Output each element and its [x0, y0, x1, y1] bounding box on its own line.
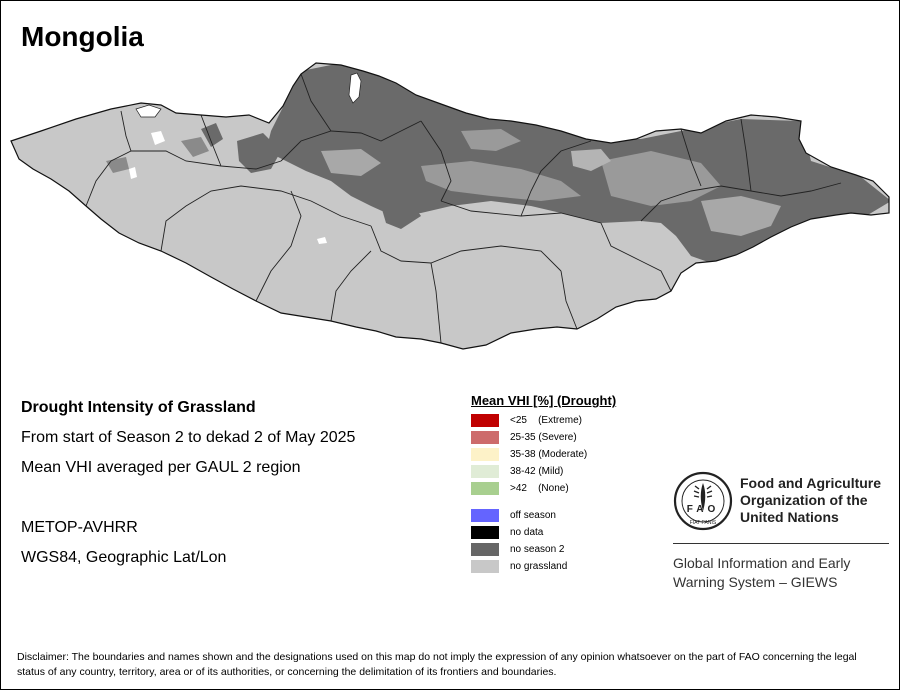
- fao-logo-icon: FAO FIAT PANIS: [673, 471, 733, 531]
- giews-line2: Warning System – GIEWS: [673, 574, 838, 590]
- legend-label: 25-35 (Severe): [510, 431, 577, 443]
- mongolia-map: [10, 62, 890, 350]
- legend-item-mild: 38-42 (Mild): [471, 464, 563, 478]
- admin-boundaries: [85, 73, 842, 344]
- fao-name-line2: Organization of the: [740, 492, 868, 508]
- legend-label: >42 (None): [510, 482, 569, 494]
- legend-swatch: [471, 481, 499, 495]
- legend-label: 38-42 (Mild): [510, 465, 564, 477]
- legend-swatch: [471, 559, 499, 573]
- legend: Mean VHI [%] (Drought) <25 (Extreme) 25-…: [471, 393, 671, 583]
- legend-swatch: [471, 464, 499, 478]
- giews-line1: Global Information and Early: [673, 555, 851, 571]
- map-method: Mean VHI averaged per GAUL 2 region: [21, 459, 301, 476]
- giews-name: Global Information and Early Warning Sys…: [673, 554, 893, 592]
- fao-name-line3: United Nations: [740, 509, 839, 525]
- legend-label: 35-38 (Moderate): [510, 448, 588, 460]
- legend-label: <25 (Extreme): [510, 414, 582, 426]
- legend-item-extreme: <25 (Extreme): [471, 413, 582, 427]
- no-season-2-areas: [106, 63, 889, 263]
- legend-label: no data: [510, 526, 544, 538]
- no-data-spots: [129, 72, 362, 244]
- legend-label: no grassland: [510, 560, 568, 572]
- country-title: Mongolia: [21, 21, 144, 52]
- legend-swatch: [471, 525, 499, 539]
- legend-item-no-data: no data: [471, 525, 543, 539]
- map-title: Drought Intensity of Grassland: [21, 399, 256, 416]
- legend-swatch: [471, 508, 499, 522]
- fao-logo-text: FAO: [687, 504, 720, 515]
- legend-title: Mean VHI [%] (Drought): [471, 393, 617, 408]
- legend-swatch: [471, 430, 499, 444]
- legend-item-none: >42 (None): [471, 481, 569, 495]
- legend-swatch: [471, 447, 499, 461]
- map-projection: WGS84, Geographic Lat/Lon: [21, 549, 227, 566]
- legend-item-off-season: off season: [471, 508, 556, 522]
- legend-label: no season 2: [510, 543, 565, 555]
- legend-item-no-season-2: no season 2: [471, 542, 565, 556]
- fao-divider: [673, 543, 889, 544]
- fao-organization-name: Food and Agriculture Organization of the…: [740, 475, 890, 526]
- legend-label: off season: [510, 509, 556, 521]
- legend-item-severe: 25-35 (Severe): [471, 430, 577, 444]
- map-sensor: METOP-AVHRR: [21, 519, 138, 536]
- map-period: From start of Season 2 to dekad 2 of May…: [21, 429, 356, 446]
- legend-item-moderate: 35-38 (Moderate): [471, 447, 587, 461]
- legend-swatch: [471, 542, 499, 556]
- fao-logo-motto: FIAT PANIS: [690, 520, 717, 526]
- fao-name-line1: Food and Agriculture: [740, 475, 882, 491]
- legend-swatch: [471, 413, 499, 427]
- legend-item-no-grassland: no grassland: [471, 559, 567, 573]
- disclaimer: Disclaimer: The boundaries and names sho…: [17, 651, 857, 678]
